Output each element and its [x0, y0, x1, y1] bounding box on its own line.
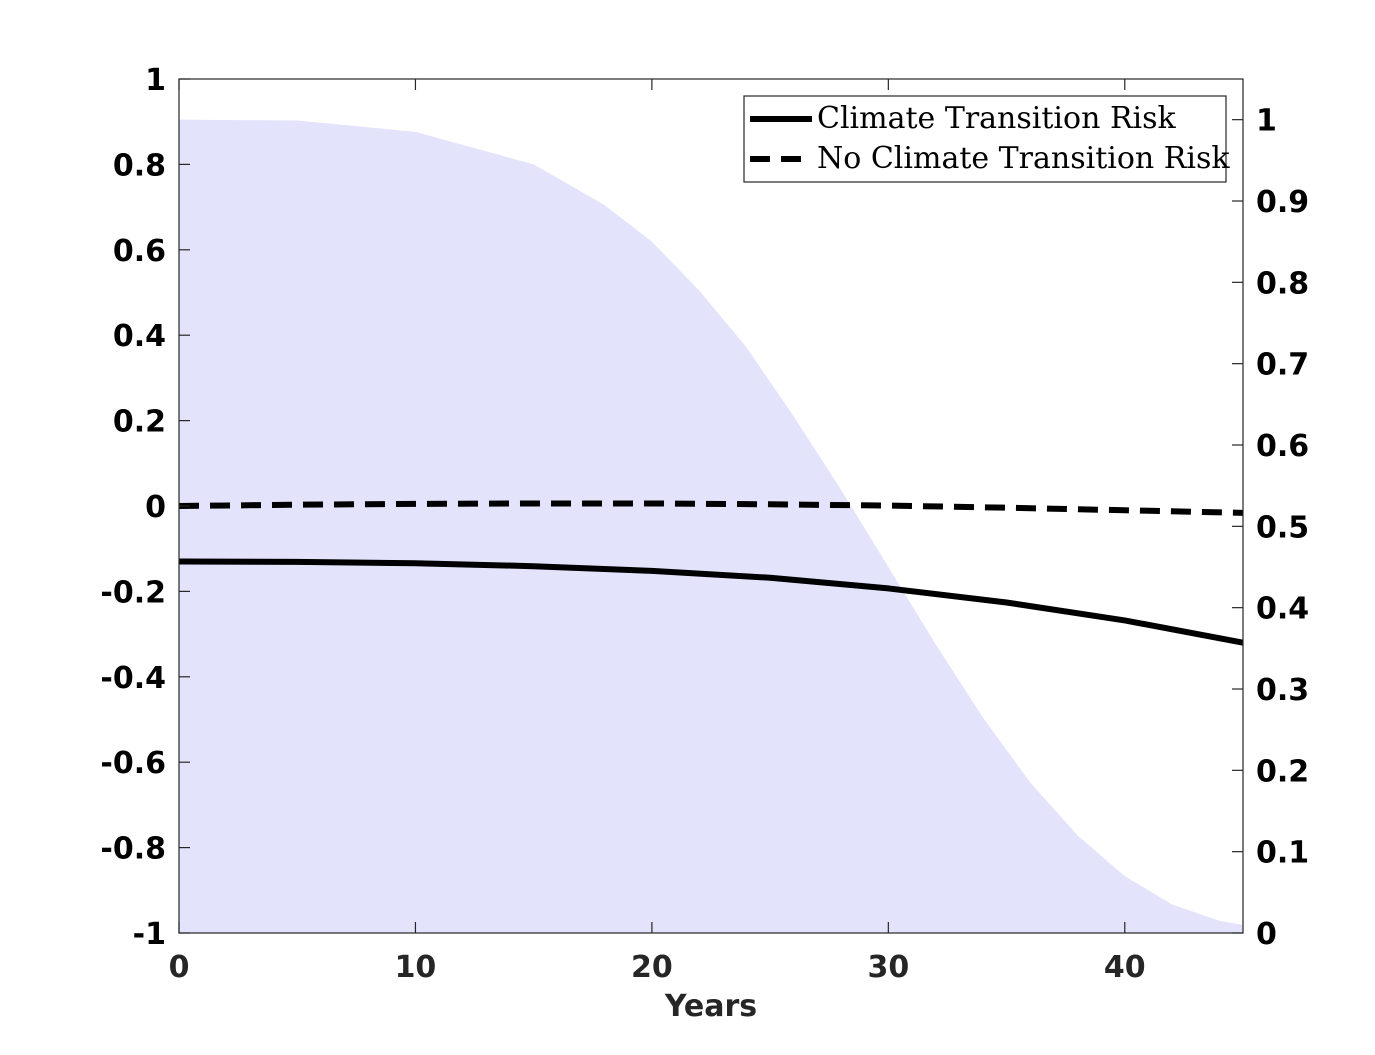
- y-left-tick-label: 0.8: [113, 148, 166, 183]
- x-tick-label: 40: [1104, 950, 1146, 985]
- legend: Climate Transition Risk No Climate Trans…: [743, 95, 1230, 183]
- x-axis-label: Years: [664, 989, 757, 1024]
- y-left-tick-label: -0.6: [100, 746, 166, 781]
- tick-layer: 0 10 20 30 40-1-0.8-0.6-0.4-0.200.20.40.60.8…: [100, 63, 1309, 985]
- x-tick-label: 0: [169, 950, 190, 985]
- y-left-tick-label: -0.8: [100, 832, 166, 867]
- legend-entry-climate-transition-risk: Climate Transition Risk: [817, 101, 1177, 136]
- y-left-tick-label: 0.6: [113, 234, 166, 269]
- y-left-tick-label: -0.4: [100, 661, 166, 696]
- y-left-tick-label: -0.2: [100, 575, 166, 610]
- y-right-tick-label: 1: [1256, 104, 1277, 139]
- y-right-tick-label: 0.5: [1256, 510, 1309, 545]
- y-right-tick-label: 0.3: [1256, 673, 1309, 708]
- x-tick-label: 30: [867, 950, 909, 985]
- y-right-tick-label: 0.6: [1256, 429, 1309, 464]
- x-tick-label: 10: [395, 950, 437, 985]
- area-layer: [179, 119, 1243, 933]
- y-left-tick-label: 1: [145, 63, 166, 98]
- y-right-tick-label: 0.8: [1256, 266, 1309, 301]
- y-right-tick-label: 0.7: [1256, 348, 1309, 383]
- y-left-tick-label: 0: [145, 490, 166, 525]
- y-left-tick-label: -1: [133, 917, 166, 952]
- y-right-tick-label: 0.4: [1256, 592, 1309, 627]
- probability-area: [179, 119, 1243, 933]
- y-left-tick-label: 0.2: [113, 405, 166, 440]
- series-line-no-climate-transition-risk: [178, 500, 1244, 516]
- legend-entry-no-climate-transition-risk: No Climate Transition Risk: [817, 141, 1230, 176]
- y-right-tick-label: 0.9: [1256, 185, 1309, 220]
- y-right-tick-label: 0: [1256, 917, 1277, 952]
- x-tick-label: 20: [631, 950, 673, 985]
- y-left-tick-label: 0.4: [113, 319, 166, 354]
- line-layer: [178, 500, 1244, 646]
- y-right-tick-label: 0.1: [1256, 836, 1309, 871]
- series-line-climate-transition-risk: [178, 558, 1244, 646]
- legend-box: [743, 95, 1227, 183]
- y-right-tick-label: 0.2: [1256, 754, 1309, 789]
